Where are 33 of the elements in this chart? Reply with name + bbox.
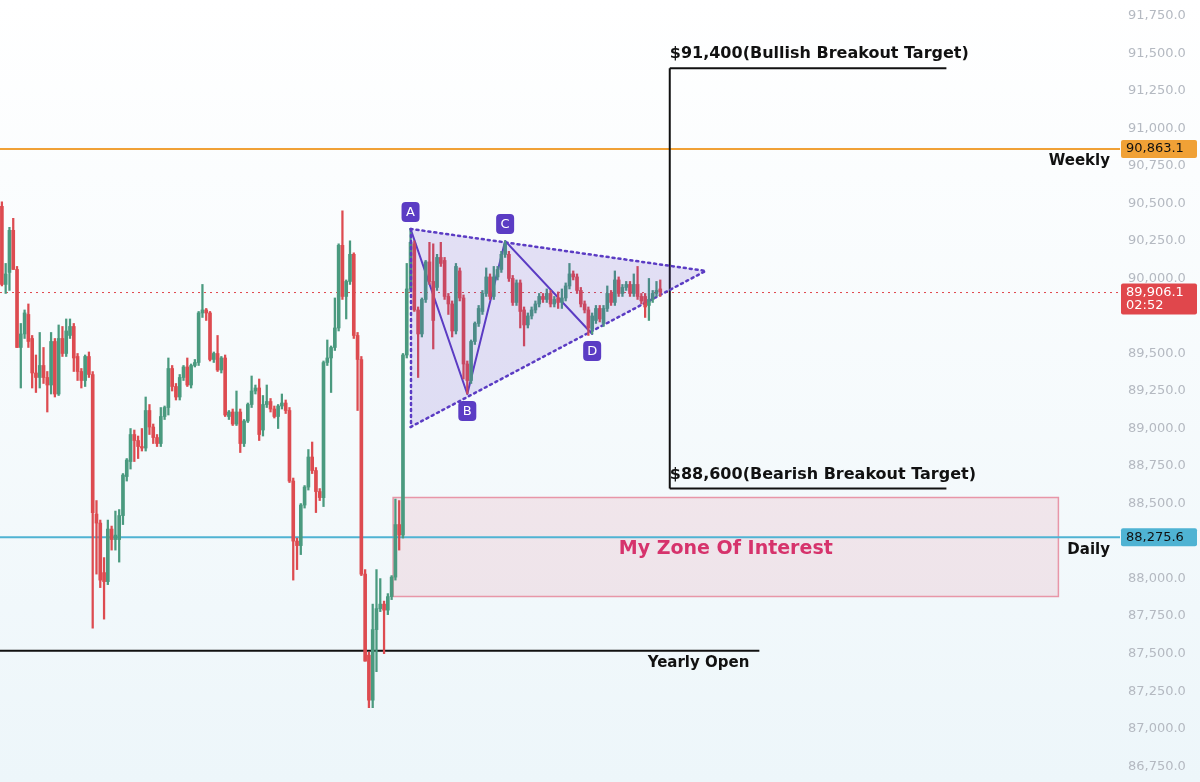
y-tick-label: 91,000.0 [1128,119,1186,135]
y-tick-label: 89,500.0 [1128,344,1186,360]
y-tick-label: 89,000.0 [1128,419,1186,435]
y-tick-label: 88,000.0 [1128,569,1186,585]
ref-line-label: Daily [1067,539,1111,558]
data-label: C [500,216,510,232]
y-tick-label: 90,750.0 [1128,157,1186,173]
y-tick-label: 88,750.0 [1128,457,1186,473]
text: 02:52 [1126,296,1164,312]
y-tick-label: 87,250.0 [1128,682,1186,698]
y-tick-label: 88,500.0 [1128,494,1186,510]
y-tick-label: 91,750.0 [1128,7,1186,23]
y-tick-label: 87,000.0 [1128,720,1186,736]
ref-line-label: Weekly [1048,151,1111,170]
y-tick-label: 90,250.0 [1128,232,1186,248]
y-tick-label: 91,500.0 [1128,44,1186,60]
data-label: B [462,403,472,419]
ref-line-label: $88,600(Bearish Breakout Target) [669,463,977,483]
y-tick-label: 87,500.0 [1128,645,1186,661]
y-tick-label: 89,250.0 [1128,382,1186,398]
text: 90,863.1 [1126,140,1184,156]
y-tick-label: 90,500.0 [1128,194,1186,210]
y-tick-label: 90,000.0 [1128,269,1186,285]
data-label: D [587,343,598,359]
band-label: My Zone Of Interest [618,536,833,559]
y-tick-label: 87,750.0 [1128,607,1186,623]
y-tick-label: 86,750.0 [1128,757,1186,773]
text: 88,275.6 [1126,528,1184,544]
ref-line-label: $91,400(Bullish Breakout Target) [669,43,969,63]
y-tick-label: 91,250.0 [1128,82,1186,98]
data-label: A [406,204,416,220]
ref-line-label: Yearly Open [646,653,750,672]
text: 89,906.1 [1126,283,1184,299]
